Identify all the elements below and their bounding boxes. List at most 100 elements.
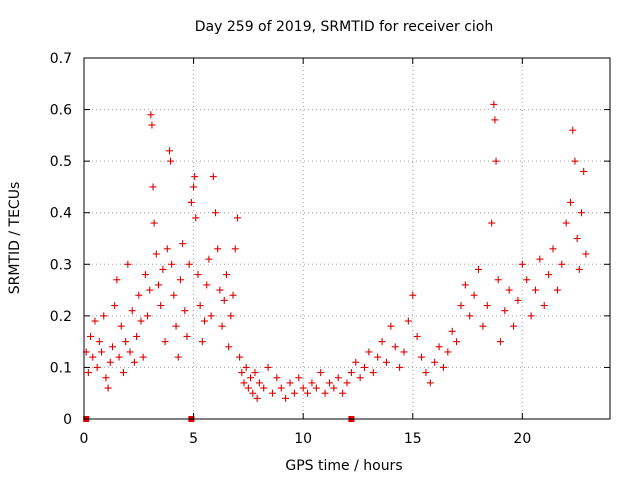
- data-point: [147, 111, 155, 119]
- data-point: [514, 296, 522, 304]
- data-point: [569, 126, 577, 134]
- data-point: [286, 379, 294, 387]
- data-point: [567, 198, 575, 206]
- data-point: [490, 100, 498, 108]
- data-point: [144, 312, 152, 320]
- y-tick-label: 0.1: [50, 360, 72, 376]
- data-point: [179, 240, 187, 248]
- data-point: [183, 332, 191, 340]
- data-point: [139, 353, 147, 361]
- data-point: [273, 374, 281, 382]
- data-point: [255, 379, 263, 387]
- data-point: [167, 157, 175, 165]
- data-point: [84, 369, 92, 377]
- data-point: [391, 343, 399, 351]
- data-point: [413, 332, 421, 340]
- data-point: [277, 384, 285, 392]
- x-tick-label: 15: [404, 431, 422, 447]
- data-point: [488, 219, 496, 227]
- x-axis-ticks: 0 5 10 15 20: [80, 58, 531, 447]
- x-tick-label: 5: [189, 431, 198, 447]
- data-point: [174, 353, 182, 361]
- data-point: [146, 286, 154, 294]
- data-point: [308, 379, 316, 387]
- data-point: [431, 358, 439, 366]
- data-point: [251, 369, 259, 377]
- data-point: [491, 116, 499, 124]
- data-point: [168, 260, 176, 268]
- data-point: [119, 369, 127, 377]
- data-point: [330, 384, 338, 392]
- data-point: [453, 338, 461, 346]
- data-point: [523, 276, 531, 284]
- data-point: [91, 317, 99, 325]
- data-point: [304, 389, 312, 397]
- data-point: [159, 265, 167, 273]
- data-point: [126, 348, 134, 356]
- data-point: [496, 338, 504, 346]
- data-point: [201, 317, 209, 325]
- data-point: [155, 281, 163, 289]
- data-point: [141, 271, 149, 279]
- data-point: [87, 332, 95, 340]
- x-axis-label: GPS time / hours: [285, 458, 402, 474]
- data-point: [137, 317, 145, 325]
- data-point: [100, 312, 108, 320]
- data-point: [214, 245, 222, 253]
- y-tick-label: 0.4: [50, 206, 72, 222]
- data-point: [205, 255, 213, 263]
- chart-title: Day 259 of 2019, SRMTID for receiver cio…: [195, 19, 493, 35]
- data-point: [149, 183, 157, 191]
- data-point: [461, 281, 469, 289]
- x-tick-label: 20: [513, 431, 531, 447]
- data-point: [218, 322, 226, 330]
- data-point: [102, 374, 110, 382]
- data-point: [260, 384, 268, 392]
- data-point: [396, 363, 404, 371]
- data-point: [492, 157, 500, 165]
- data-point: [244, 384, 252, 392]
- y-tick-label: 0: [63, 412, 72, 428]
- data-point: [150, 219, 158, 227]
- data-point: [295, 374, 303, 382]
- plot-frame: [83, 57, 611, 420]
- data-point: [510, 322, 518, 330]
- data-point: [325, 379, 333, 387]
- data-point: [562, 219, 570, 227]
- data-point: [93, 363, 101, 371]
- data-point: [172, 322, 180, 330]
- data-point: [264, 363, 272, 371]
- data-point: [212, 209, 219, 217]
- data-point: [106, 358, 114, 366]
- data-points: [82, 100, 590, 402]
- data-point: [229, 291, 237, 299]
- data-point: [448, 327, 456, 335]
- data-point: [209, 173, 217, 181]
- data-point: [479, 322, 487, 330]
- data-point: [317, 369, 325, 377]
- data-point: [152, 250, 160, 258]
- data-point: [108, 343, 116, 351]
- data-point: [558, 260, 566, 268]
- data-point: [573, 235, 581, 242]
- data-point: [268, 389, 276, 397]
- data-point: [170, 291, 178, 299]
- data-point: [347, 369, 355, 377]
- y-tick-label: 0.6: [50, 103, 72, 119]
- data-point: [187, 198, 195, 206]
- data-point: [128, 307, 136, 315]
- data-point: [299, 384, 307, 392]
- y-axis-label: SRMTID / TECUs: [7, 182, 23, 295]
- data-point: [176, 276, 184, 284]
- data-point: [165, 147, 173, 155]
- data-point: [312, 384, 320, 392]
- grid: [84, 58, 610, 419]
- y-axis-ticks: 0 0.1 0.2 0.3 0.4 0.5 0.6 0.7: [50, 51, 610, 428]
- data-point: [549, 245, 557, 253]
- data-point: [466, 312, 474, 320]
- data-point: [253, 394, 261, 402]
- data-point: [494, 276, 502, 284]
- data-point: [247, 374, 255, 382]
- data-point: [356, 374, 364, 382]
